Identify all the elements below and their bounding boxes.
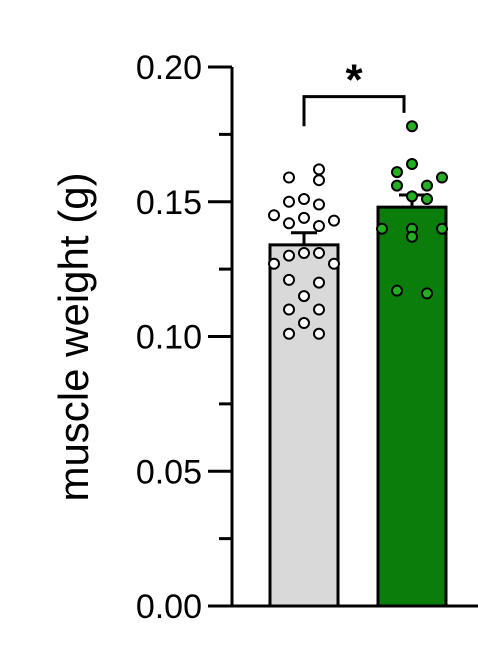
data-point-0-19 [283, 303, 295, 316]
significance-bracket [302, 95, 406, 127]
data-point-0-9 [283, 217, 295, 230]
data-point-1-6 [406, 190, 418, 203]
data-point-1-3 [436, 171, 448, 184]
data-point-0-5 [313, 198, 325, 211]
y-tick-label-1: 0.05 [136, 453, 202, 491]
data-point-1-4 [391, 179, 403, 192]
data-point-0-16 [283, 273, 295, 286]
bar-1 [376, 205, 448, 608]
data-point-0-17 [313, 276, 325, 289]
data-point-0-20 [313, 303, 325, 316]
bars [268, 193, 448, 608]
data-point-0-0 [313, 163, 325, 176]
annotations: * [302, 56, 406, 127]
data-point-1-11 [406, 230, 418, 243]
y-tick-label-3: 0.15 [136, 184, 202, 222]
data-point-0-14 [268, 257, 280, 270]
data-point-0-15 [328, 257, 340, 270]
data-point-0-7 [298, 211, 310, 224]
data-point-0-10 [313, 220, 325, 233]
significance-label: * [345, 56, 363, 105]
data-point-1-10 [436, 222, 448, 235]
data-point-1-12 [391, 284, 403, 297]
y-tick-label-4: 0.20 [136, 49, 202, 87]
data-point-0-1 [283, 171, 295, 184]
data-point-0-12 [298, 246, 310, 259]
data-point-0-22 [283, 327, 295, 340]
y-axis-label: muscle weight (g) [50, 172, 97, 501]
bar-0 [268, 243, 340, 608]
data-points [268, 120, 448, 340]
axes: 0.00 0.05 0.10 0.15 0.20 [136, 49, 478, 626]
data-point-1-0 [406, 120, 418, 133]
data-point-1-2 [391, 166, 403, 179]
data-point-0-13 [313, 246, 325, 259]
data-point-1-7 [421, 193, 433, 206]
data-point-0-3 [298, 193, 310, 206]
data-point-0-11 [283, 249, 295, 262]
data-point-0-4 [283, 195, 295, 208]
data-point-0-8 [328, 214, 340, 227]
y-tick-label-2: 0.10 [136, 319, 202, 357]
data-point-0-18 [298, 290, 310, 303]
data-point-1-8 [376, 222, 388, 235]
data-point-0-23 [313, 327, 325, 340]
y-tick-label-0: 0.00 [136, 588, 202, 626]
data-point-0-2 [313, 174, 325, 187]
data-point-0-21 [298, 317, 310, 330]
data-point-1-5 [421, 179, 433, 192]
data-point-1-13 [421, 287, 433, 300]
data-point-0-6 [268, 209, 280, 222]
data-point-1-1 [406, 158, 418, 171]
